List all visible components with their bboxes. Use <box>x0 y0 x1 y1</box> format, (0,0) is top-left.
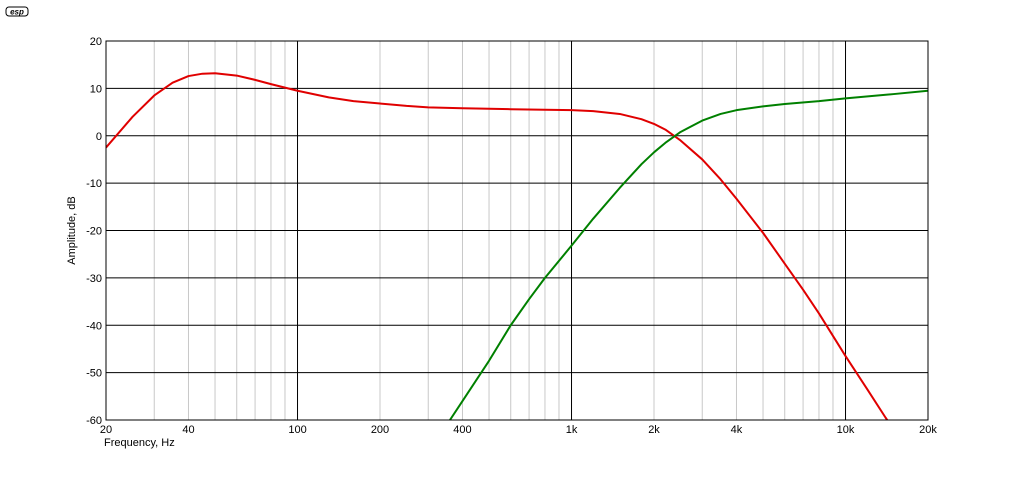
x-tick-label: 20k <box>919 424 937 436</box>
y-tick-label: -40 <box>86 320 102 332</box>
x-tick-label: 2k <box>648 424 660 436</box>
y-tick-label: -10 <box>86 178 102 190</box>
y-tick-label: -20 <box>86 226 102 238</box>
series-line-1 <box>106 72 889 420</box>
x-tick-label: 4k <box>731 424 743 436</box>
x-tick-label: 200 <box>371 424 389 436</box>
x-tick-labels: 20 40 100 200 400 1k 2k 4k 10k 20k <box>100 424 937 436</box>
series-line-2 <box>449 89 928 420</box>
x-tick-label: 10k <box>837 424 855 436</box>
x-axis-label: Frequency, Hz <box>104 437 175 449</box>
x-tick-label: 400 <box>453 424 471 436</box>
x-tick-label: 40 <box>182 424 194 436</box>
y-tick-label: 20 <box>90 36 102 48</box>
x-tick-label: 100 <box>288 424 306 436</box>
y-tick-label: 10 <box>90 83 102 95</box>
grid <box>106 40 928 421</box>
series-lines <box>106 72 928 420</box>
esp-logo: esp <box>5 6 29 17</box>
y-tick-label: -30 <box>86 273 102 285</box>
x-tick-label: 20 <box>100 424 112 436</box>
esp-logo-text: esp <box>10 8 24 17</box>
y-tick-label: -60 <box>86 415 102 427</box>
y-tick-label: 0 <box>96 131 102 143</box>
plot-frame <box>105 40 929 421</box>
x-tick-label: 1k <box>566 424 578 436</box>
esp-logo-frame <box>5 6 29 17</box>
y-axis-label: Amplitude, dB <box>66 196 78 264</box>
y-tick-label: -50 <box>86 368 102 380</box>
y-tick-labels: 20 10 0 -10 -20 -30 -40 -50 -60 <box>86 36 102 427</box>
